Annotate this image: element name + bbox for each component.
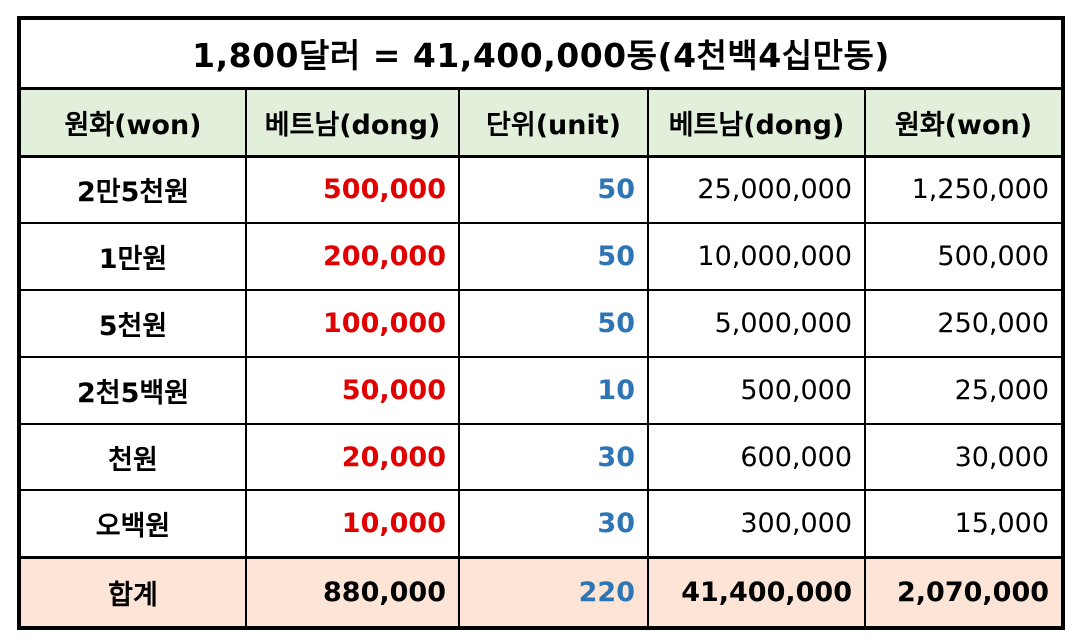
row-dong: 50,000 [245, 355, 460, 425]
total-unit: 220 [458, 556, 649, 630]
total-won-total: 2,070,000 [863, 556, 1065, 630]
row-label: 2만5천원 [18, 155, 247, 225]
header-dong-total: 베트남(dong) [647, 87, 866, 158]
total-dong: 880,000 [245, 556, 460, 630]
row-label: 오백원 [18, 489, 247, 559]
row-unit: 50 [458, 155, 649, 225]
table-row: 5천원 100,000 50 5,000,000 250,000 [18, 289, 1065, 358]
row-label: 2천5백원 [18, 355, 247, 425]
row-dong-total: 600,000 [647, 422, 866, 492]
row-dong: 100,000 [245, 289, 460, 358]
header-won: 원화(won) [18, 87, 247, 158]
table-row: 2천5백원 50,000 10 500,000 25,000 [18, 355, 1065, 425]
currency-conversion-table: 1,800달러 = 41,400,000동(4천백4십만동) 원화(won) 베… [17, 16, 1066, 630]
row-unit: 50 [458, 222, 649, 292]
row-unit: 30 [458, 489, 649, 559]
row-dong-total: 300,000 [647, 489, 866, 559]
total-dong-total: 41,400,000 [647, 556, 866, 630]
row-unit: 30 [458, 422, 649, 492]
row-won-total: 1,250,000 [863, 155, 1065, 225]
table-row: 1만원 200,000 50 10,000,000 500,000 [18, 222, 1065, 292]
row-label: 1만원 [18, 222, 247, 292]
row-won-total: 25,000 [863, 355, 1065, 425]
row-label: 5천원 [18, 289, 247, 358]
table-row: 오백원 10,000 30 300,000 15,000 [18, 489, 1065, 559]
title-row: 1,800달러 = 41,400,000동(4천백4십만동) [17, 16, 1065, 90]
row-dong: 20,000 [245, 422, 460, 492]
row-won-total: 250,000 [863, 289, 1065, 358]
row-unit: 10 [458, 355, 649, 425]
total-label: 합계 [18, 556, 247, 630]
row-dong: 500,000 [245, 155, 460, 225]
row-won-total: 30,000 [863, 422, 1065, 492]
row-dong: 200,000 [245, 222, 460, 292]
total-row: 합계 880,000 220 41,400,000 2,070,000 [18, 556, 1065, 630]
table-row: 2만5천원 500,000 50 25,000,000 1,250,000 [18, 155, 1065, 225]
row-won-total: 15,000 [863, 489, 1065, 559]
header-won-total: 원화(won) [863, 87, 1065, 158]
table-row: 천원 20,000 30 600,000 30,000 [18, 422, 1065, 492]
row-dong-total: 10,000,000 [647, 222, 866, 292]
row-dong-total: 5,000,000 [647, 289, 866, 358]
row-label: 천원 [18, 422, 247, 492]
row-dong: 10,000 [245, 489, 460, 559]
table-title: 1,800달러 = 41,400,000동(4천백4십만동) [17, 16, 1065, 90]
row-won-total: 500,000 [863, 222, 1065, 292]
row-dong-total: 25,000,000 [647, 155, 866, 225]
header-dong: 베트남(dong) [245, 87, 460, 158]
header-row: 원화(won) 베트남(dong) 단위(unit) 베트남(dong) 원화(… [18, 87, 1065, 158]
header-unit: 단위(unit) [458, 87, 649, 158]
row-dong-total: 500,000 [647, 355, 866, 425]
row-unit: 50 [458, 289, 649, 358]
